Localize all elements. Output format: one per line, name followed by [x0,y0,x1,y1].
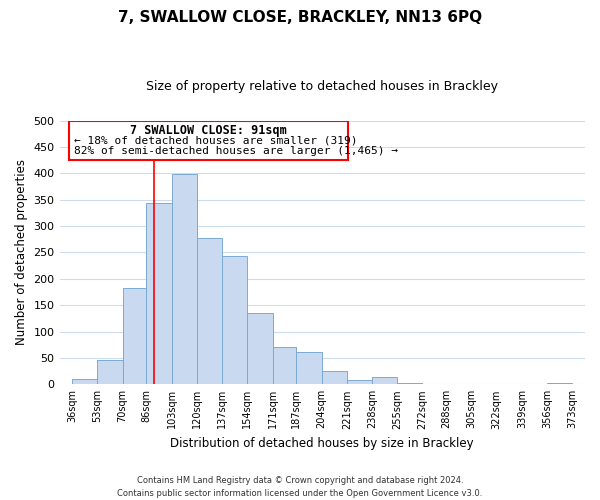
Text: ← 18% of detached houses are smaller (319): ← 18% of detached houses are smaller (31… [74,136,357,146]
Bar [247,313,272,384]
Bar [197,238,222,384]
Bar [122,288,146,384]
Bar [372,378,397,384]
Bar [72,379,97,384]
Text: 82% of semi-detached houses are larger (1,465) →: 82% of semi-detached houses are larger (… [74,146,398,156]
Bar [172,174,197,384]
Title: Size of property relative to detached houses in Brackley: Size of property relative to detached ho… [146,80,498,93]
Bar [69,120,348,160]
Y-axis label: Number of detached properties: Number of detached properties [15,160,28,346]
Bar [322,370,347,384]
Bar [272,348,296,385]
Text: Contains HM Land Registry data © Crown copyright and database right 2024.
Contai: Contains HM Land Registry data © Crown c… [118,476,482,498]
Bar [222,256,247,384]
X-axis label: Distribution of detached houses by size in Brackley: Distribution of detached houses by size … [170,437,474,450]
Bar [146,204,172,384]
Text: 7 SWALLOW CLOSE: 91sqm: 7 SWALLOW CLOSE: 91sqm [130,124,287,137]
Bar [347,380,372,384]
Bar [296,352,322,384]
Text: 7, SWALLOW CLOSE, BRACKLEY, NN13 6PQ: 7, SWALLOW CLOSE, BRACKLEY, NN13 6PQ [118,10,482,25]
Bar [97,360,122,384]
